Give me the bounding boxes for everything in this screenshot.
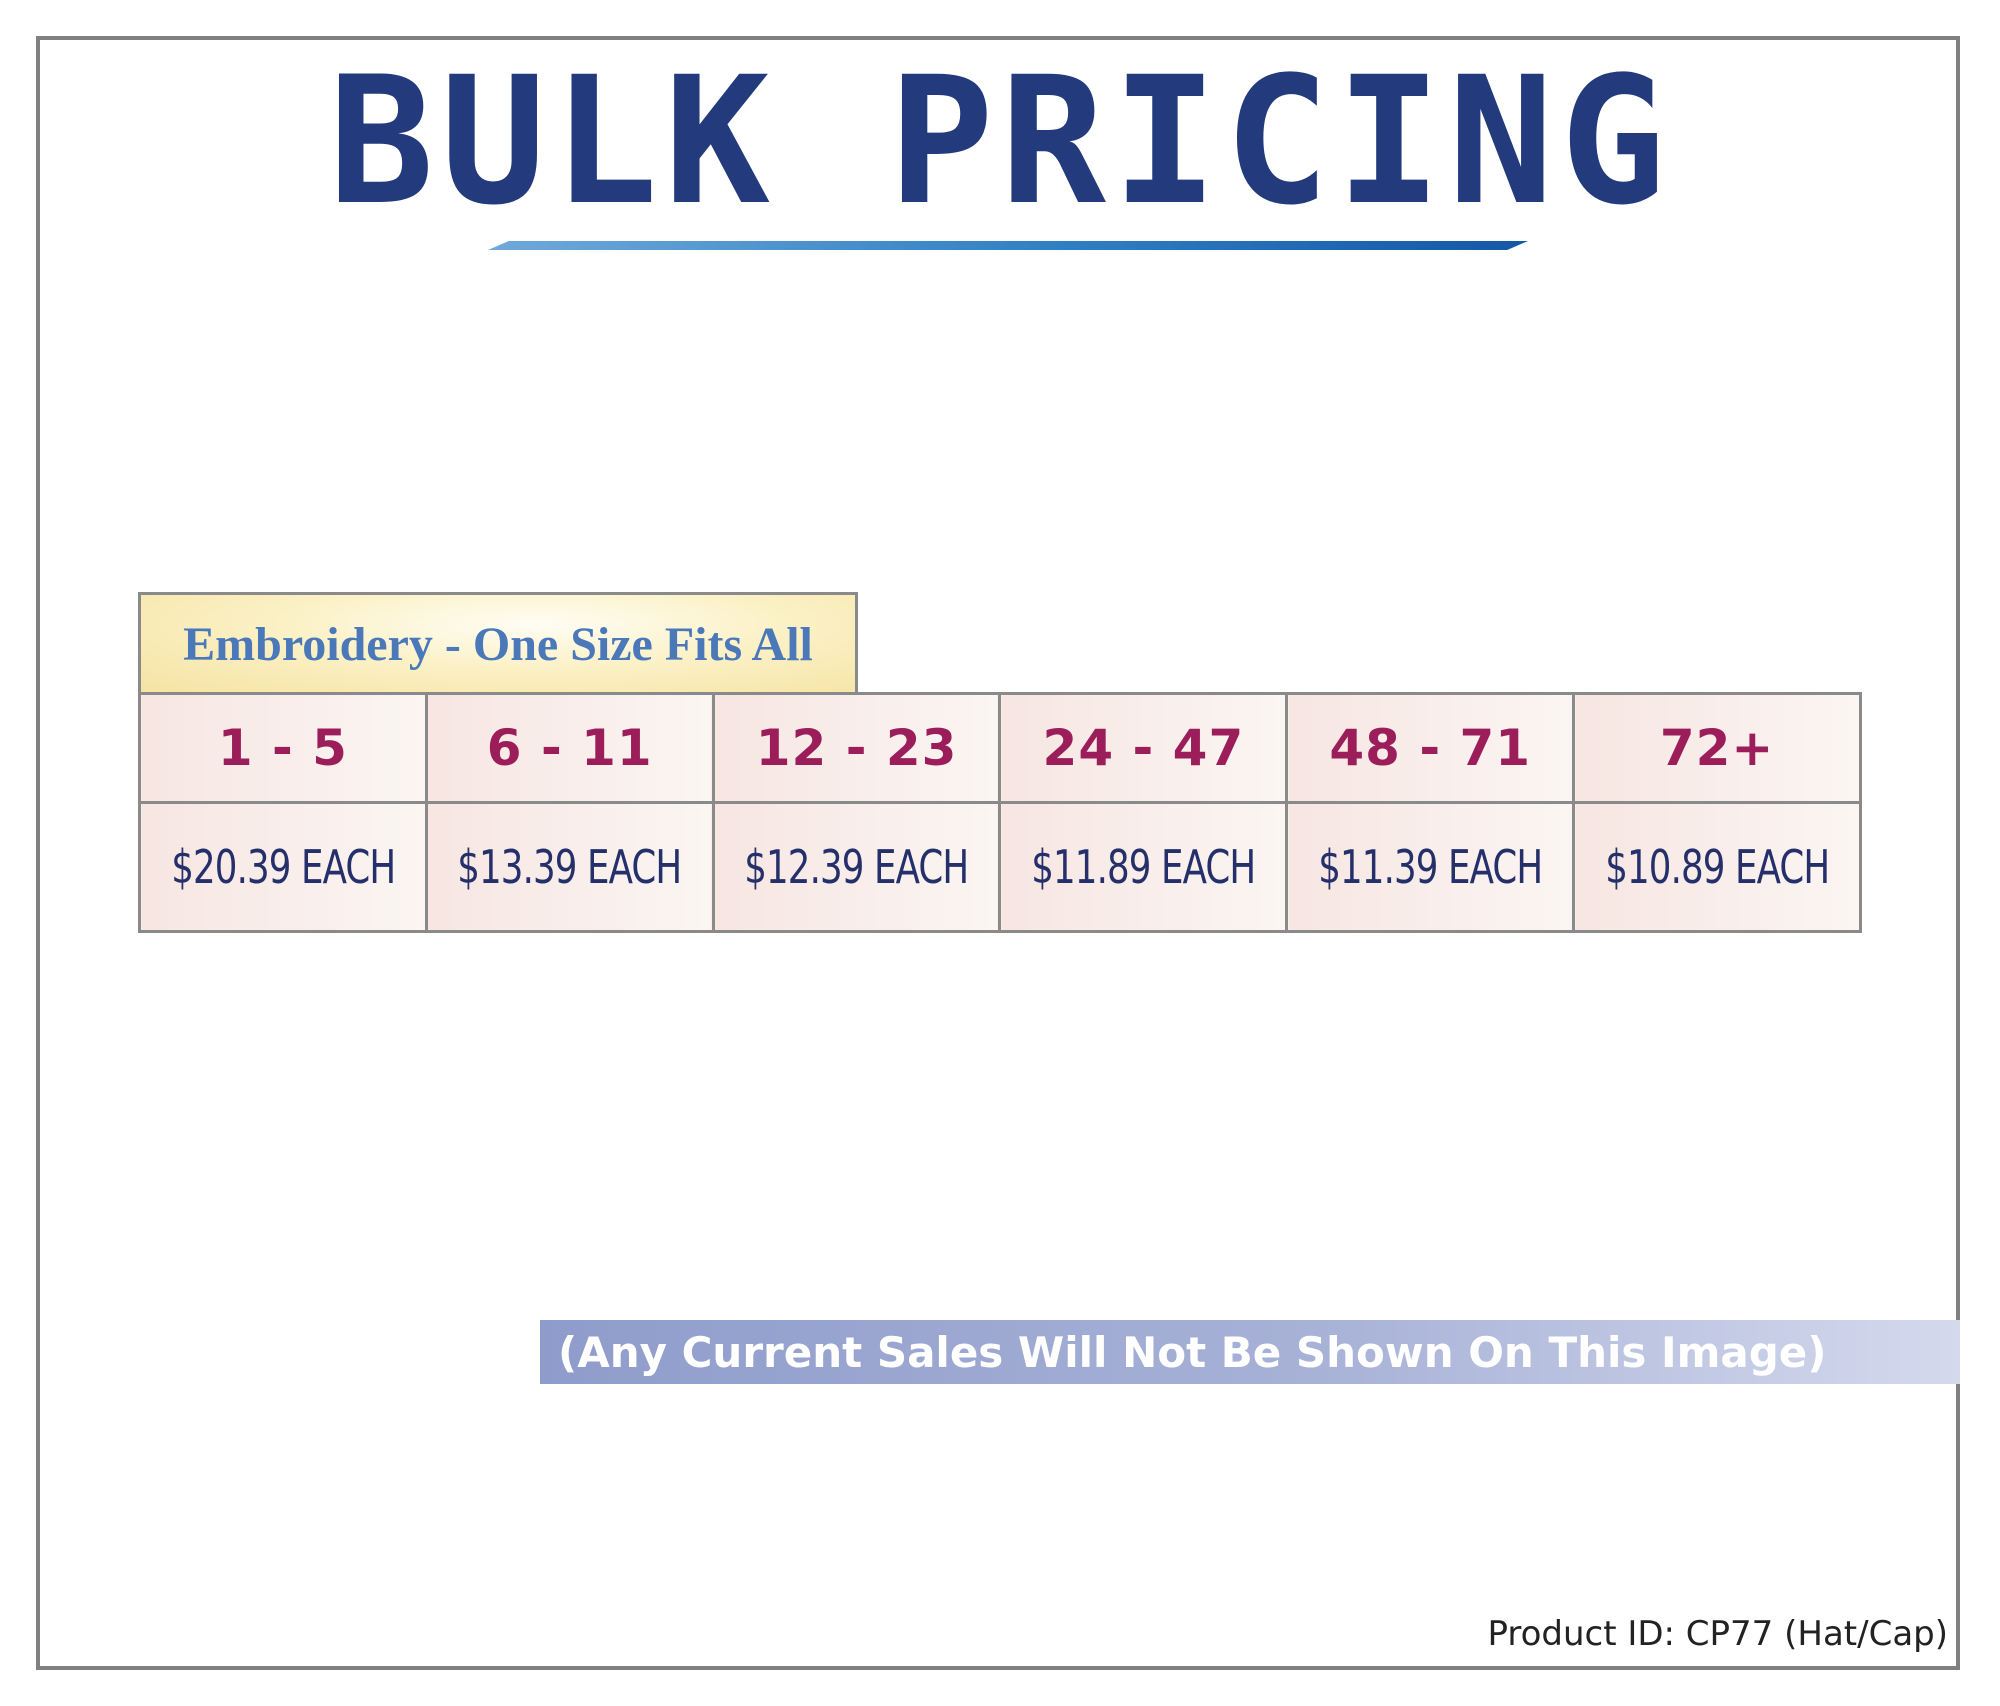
price-cell: $12.39 EACH (711, 801, 1002, 933)
pricing-table: 1 - 5 6 - 11 12 - 23 24 - 47 48 - 71 72+… (138, 692, 1862, 933)
quantity-tier-cell: 6 - 11 (424, 692, 715, 804)
price-row: $20.39 EACH $13.39 EACH $12.39 EACH $11.… (138, 801, 1862, 933)
quantity-tier-cell: 48 - 71 (1285, 692, 1576, 804)
quantity-tier-cell: 1 - 5 (138, 692, 428, 804)
price-value: $11.89 EACH (1031, 840, 1256, 894)
price-cell: $13.39 EACH (424, 801, 715, 933)
section-label: Embroidery - One Size Fits All (138, 592, 858, 693)
price-cell: $10.89 EACH (1572, 801, 1862, 933)
quantity-tier-cell: 72+ (1572, 692, 1862, 804)
price-value: $11.39 EACH (1318, 840, 1543, 894)
price-value: $12.39 EACH (744, 840, 970, 894)
title-underline (488, 241, 1528, 250)
price-value: $13.39 EACH (457, 840, 683, 894)
quantity-row: 1 - 5 6 - 11 12 - 23 24 - 47 48 - 71 72+ (138, 692, 1862, 804)
page-title: BULK PRICING (328, 39, 1672, 244)
quantity-tier-cell: 24 - 47 (998, 692, 1289, 804)
sales-notice-banner: (Any Current Sales Will Not Be Shown On … (540, 1320, 1960, 1384)
price-value: $10.89 EACH (1605, 840, 1830, 894)
price-cell: $11.39 EACH (1285, 801, 1576, 933)
price-cell: $20.39 EACH (138, 801, 428, 933)
price-value: $20.39 EACH (170, 840, 396, 894)
product-id-label: Product ID: CP77 (Hat/Cap) (1487, 1614, 1948, 1654)
price-cell: $11.89 EACH (998, 801, 1289, 933)
quantity-tier-cell: 12 - 23 (711, 692, 1002, 804)
